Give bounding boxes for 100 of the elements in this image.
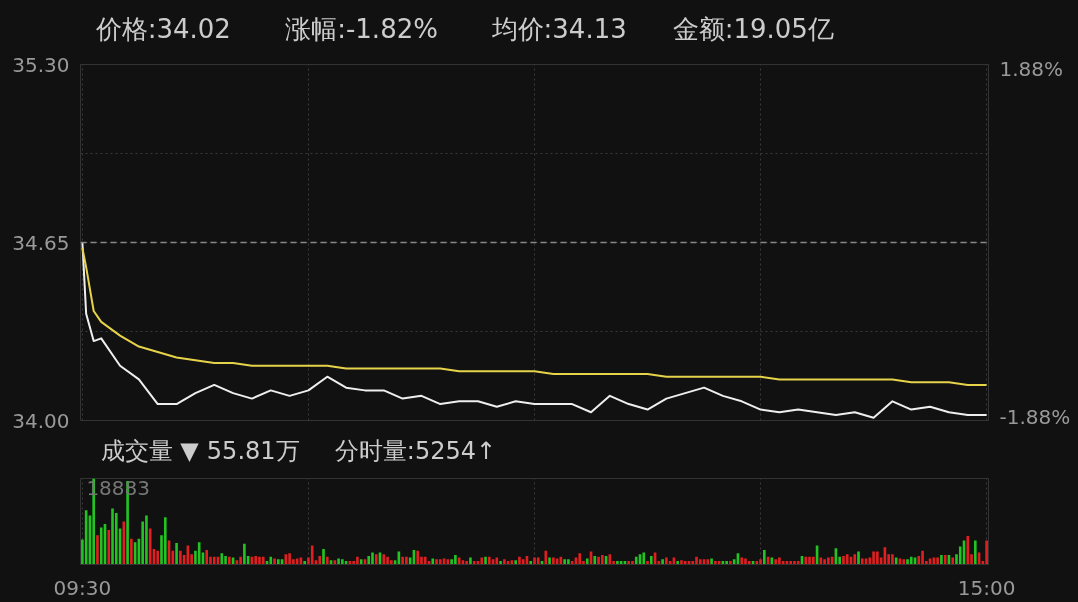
x-tick-label: 09:30: [53, 575, 112, 600]
bar: [276, 559, 280, 565]
bar: [310, 545, 314, 565]
bar: [224, 555, 227, 565]
bar: [269, 556, 273, 565]
bar: [676, 561, 679, 565]
bar: [695, 556, 698, 565]
bar: [325, 556, 329, 565]
y-tick-label: 34.00: [12, 408, 70, 433]
bar: [533, 557, 536, 565]
bar: [356, 556, 359, 565]
bar: [808, 556, 811, 565]
bar: [179, 550, 182, 565]
bar: [740, 557, 744, 565]
bar: [514, 560, 517, 565]
bar: [487, 556, 491, 565]
bar: [254, 555, 258, 565]
bar: [386, 556, 389, 565]
bar: [845, 554, 849, 565]
bar: [714, 561, 717, 565]
bar: [860, 558, 864, 565]
bar: [435, 559, 438, 565]
bar: [793, 561, 796, 565]
bar: [597, 556, 600, 565]
bar: [706, 559, 710, 565]
bar: [148, 528, 152, 565]
bar: [288, 553, 291, 565]
bar: [130, 538, 133, 565]
bar: [548, 557, 551, 565]
bar: [616, 561, 619, 565]
bar: [401, 556, 404, 565]
bar: [642, 552, 646, 565]
bar: [544, 550, 548, 565]
line-series: [81, 246, 988, 386]
bar: [872, 551, 875, 565]
bar: [778, 557, 781, 565]
bar: [416, 550, 420, 565]
bar: [220, 553, 224, 565]
bar: [634, 556, 638, 565]
text: 成交量 ▼: [100, 436, 200, 465]
bar: [966, 536, 970, 565]
bar: [499, 561, 502, 565]
bar: [472, 561, 476, 565]
bar: [518, 556, 521, 565]
bar: [145, 515, 148, 565]
y-tick-label: 34.65: [12, 230, 70, 255]
y2-tick-label: -1.88%: [999, 404, 1071, 429]
bar: [563, 559, 566, 565]
bar: [484, 556, 487, 565]
bar: [536, 557, 540, 565]
bar: [853, 554, 857, 565]
text: 涨幅:-1.82%: [285, 13, 438, 44]
bar: [578, 553, 582, 565]
bar: [382, 554, 386, 565]
bar: [744, 558, 747, 565]
bar: [99, 527, 103, 565]
bar: [940, 555, 943, 565]
bar: [698, 559, 702, 565]
bar: [261, 556, 265, 565]
bar: [114, 512, 118, 565]
bar: [691, 561, 695, 565]
bar: [665, 557, 668, 565]
bar: [646, 561, 649, 565]
bar: [243, 543, 246, 565]
bar: [521, 559, 525, 565]
bar: [273, 558, 276, 565]
bar: [680, 560, 683, 565]
bar: [823, 559, 826, 565]
bar: [205, 549, 209, 565]
bar: [729, 561, 732, 565]
bar: [627, 561, 631, 565]
bar: [96, 535, 99, 565]
bar: [891, 554, 894, 565]
bar: [212, 556, 216, 565]
bar: [303, 561, 306, 565]
bar: [503, 559, 506, 565]
bar: [450, 559, 453, 565]
bar: [917, 555, 921, 565]
bar: [465, 561, 468, 565]
bar: [902, 559, 906, 565]
bar: [796, 561, 800, 565]
bar: [374, 554, 378, 565]
bar: [876, 551, 879, 565]
bar: [631, 561, 634, 565]
bar: [725, 561, 728, 565]
bar: [175, 543, 178, 565]
bar: [985, 540, 988, 565]
bar: [431, 558, 435, 565]
bar: [258, 556, 261, 565]
bar: [341, 559, 344, 565]
bar: [585, 558, 589, 565]
bar: [649, 555, 653, 565]
bar: [906, 559, 909, 565]
bar: [333, 560, 337, 565]
bar: [710, 558, 713, 565]
bar: [909, 556, 913, 565]
bar: [239, 556, 242, 565]
bar: [936, 557, 939, 565]
bar: [755, 561, 759, 565]
bar: [371, 552, 374, 565]
